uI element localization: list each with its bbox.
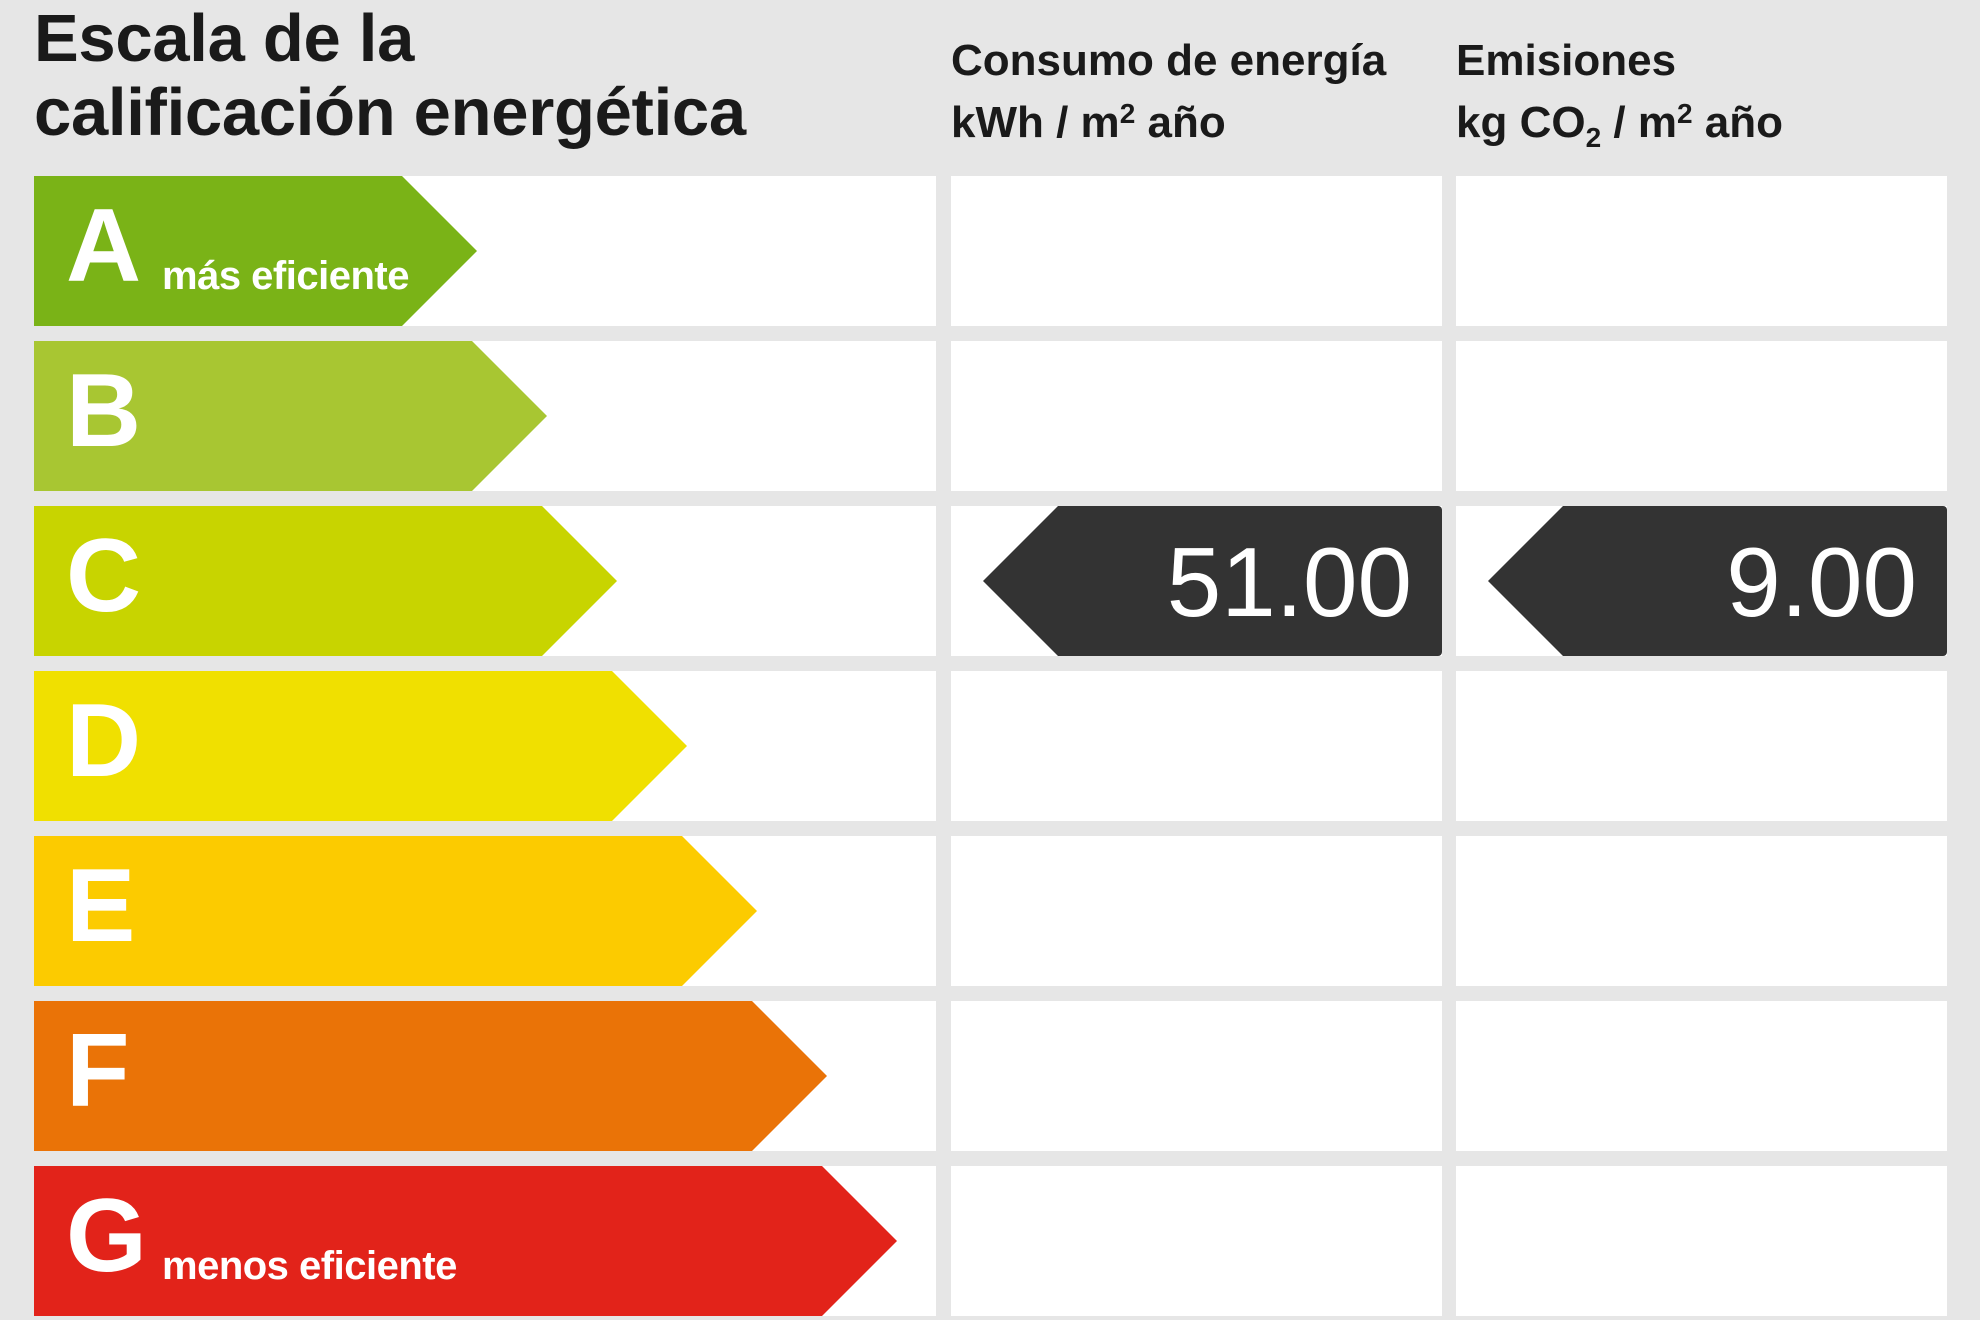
rating-letter: E [66, 848, 136, 964]
emissions-cell [1456, 836, 1947, 986]
rating-letter: B [66, 353, 142, 469]
energy-cell [951, 1001, 1442, 1151]
rating-letter: A [66, 188, 142, 304]
energy-cell [951, 341, 1442, 491]
rating-sublabel: más eficiente [162, 254, 409, 298]
emissions-header-label: Emisiones [1456, 36, 1677, 85]
rating-sublabel: menos eficiente [162, 1244, 457, 1288]
emissions-cell [1456, 671, 1947, 821]
emissions-cell [1456, 341, 1947, 491]
emissions-indicator: 9.00 [1488, 506, 1947, 656]
rating-arrow-e: E [34, 836, 757, 986]
rating-arrow-d: D [34, 671, 687, 821]
energy-header-unit: kWh / m2 año [951, 92, 1386, 154]
emissions-cell [1456, 176, 1947, 326]
rating-row-f: F [0, 1001, 1980, 1151]
rating-row-c: C 51.00 9.00 [0, 506, 1980, 656]
title-text: Escala de la calificación energética [34, 2, 746, 150]
emissions-unit-middle: / m [1601, 98, 1677, 147]
emissions-column-header: Emisiones kg CO2 / m2 año [1456, 30, 1783, 154]
title-line-1: Escala de la [34, 1, 415, 76]
energy-unit-suffix: año [1135, 98, 1226, 147]
energy-unit-prefix: kWh / m [951, 98, 1120, 147]
rating-row-e: E [0, 836, 1980, 986]
emissions-cell [1456, 1166, 1947, 1316]
rating-arrow-f: F [34, 1001, 827, 1151]
rating-letter: G [66, 1178, 147, 1294]
emissions-unit-prefix: kg CO [1456, 98, 1586, 147]
emissions-unit-sup: 2 [1676, 98, 1693, 129]
energy-cell [951, 836, 1442, 986]
energy-header-label: Consumo de energía [951, 36, 1387, 85]
emissions-unit-suffix: año [1692, 98, 1783, 147]
energy-cell [951, 671, 1442, 821]
rating-arrow-b: B [34, 341, 547, 491]
energy-cell [951, 1166, 1442, 1316]
emissions-header-unit: kg CO2 / m2 año [1456, 92, 1783, 154]
emissions-cell [1456, 1001, 1947, 1151]
rating-row-b: B [0, 341, 1980, 491]
rating-letter: C [66, 518, 142, 634]
energy-column-header: Consumo de energía kWh / m2 año [951, 30, 1386, 154]
energy-cell [951, 176, 1442, 326]
energy-unit-sup: 2 [1119, 98, 1136, 129]
title-line-2: calificación energética [34, 75, 746, 150]
rating-letter: F [66, 1013, 130, 1129]
emissions-unit-sub: 2 [1585, 122, 1602, 153]
rating-arrow-c: C [34, 506, 617, 656]
emissions-value: 9.00 [1726, 527, 1917, 637]
rating-row-d: D [0, 671, 1980, 821]
energy-value: 51.00 [1166, 527, 1412, 637]
rating-letter: D [66, 683, 142, 799]
energy-indicator: 51.00 [983, 506, 1442, 656]
